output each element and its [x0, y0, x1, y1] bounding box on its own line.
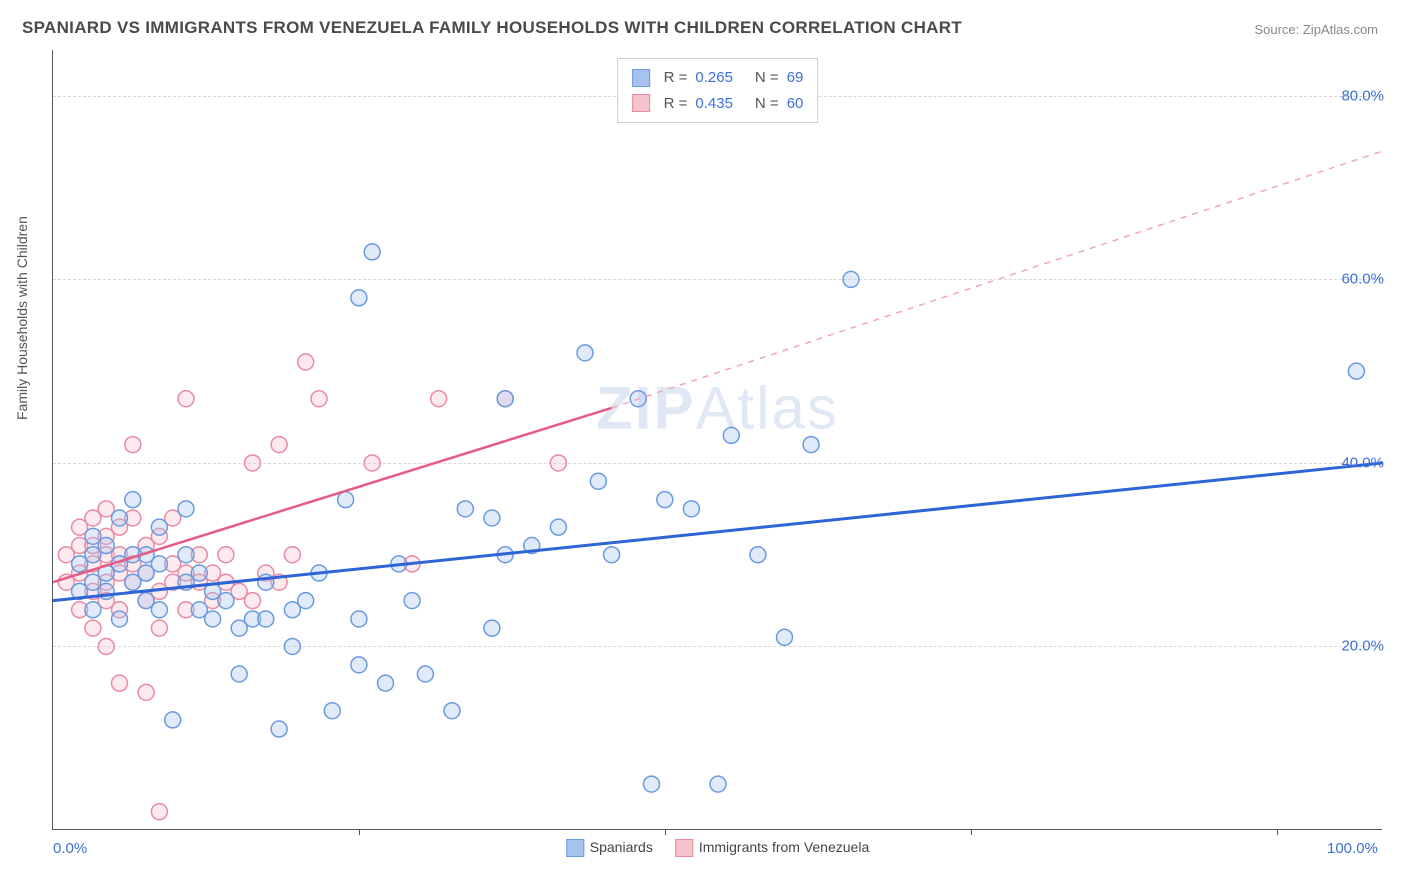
legend-item-venezuela: Immigrants from Venezuela [675, 839, 869, 857]
legend-label-spaniards: Spaniards [590, 839, 653, 855]
swatch-venezuela-icon [675, 839, 693, 857]
bottom-legend: Spaniards Immigrants from Venezuela [566, 839, 869, 857]
n-value-spaniards: 69 [787, 65, 804, 91]
plot-area: ZIPAtlas R = 0.265 N = 69 R = 0.435 N = … [52, 50, 1382, 830]
legend-item-spaniards: Spaniards [566, 839, 653, 857]
n-label: N = [755, 91, 779, 117]
n-value-venezuela: 60 [787, 91, 804, 117]
swatch-spaniards-icon [566, 839, 584, 857]
y-tick-label: 40.0% [1341, 454, 1384, 471]
x-tick-label: 100.0% [1327, 840, 1378, 857]
stats-row-spaniards: R = 0.265 N = 69 [632, 65, 804, 91]
r-value-spaniards: 0.265 [695, 65, 733, 91]
r-label: R = [664, 65, 688, 91]
x-tick-label: 0.0% [53, 840, 87, 857]
scatter-svg [53, 50, 1382, 829]
y-tick-label: 60.0% [1341, 271, 1384, 288]
stats-legend: R = 0.265 N = 69 R = 0.435 N = 60 [617, 58, 819, 123]
r-label: R = [664, 91, 688, 117]
stats-row-venezuela: R = 0.435 N = 60 [632, 91, 804, 117]
n-label: N = [755, 65, 779, 91]
swatch-spaniards [632, 69, 650, 87]
chart-title: SPANIARD VS IMMIGRANTS FROM VENEZUELA FA… [22, 18, 962, 38]
y-axis-label: Family Households with Children [14, 216, 30, 420]
legend-label-venezuela: Immigrants from Venezuela [699, 839, 869, 855]
r-value-venezuela: 0.435 [695, 91, 733, 117]
source-attribution: Source: ZipAtlas.com [1254, 22, 1378, 37]
swatch-venezuela [632, 94, 650, 112]
y-tick-label: 80.0% [1341, 87, 1384, 104]
y-tick-label: 20.0% [1341, 638, 1384, 655]
